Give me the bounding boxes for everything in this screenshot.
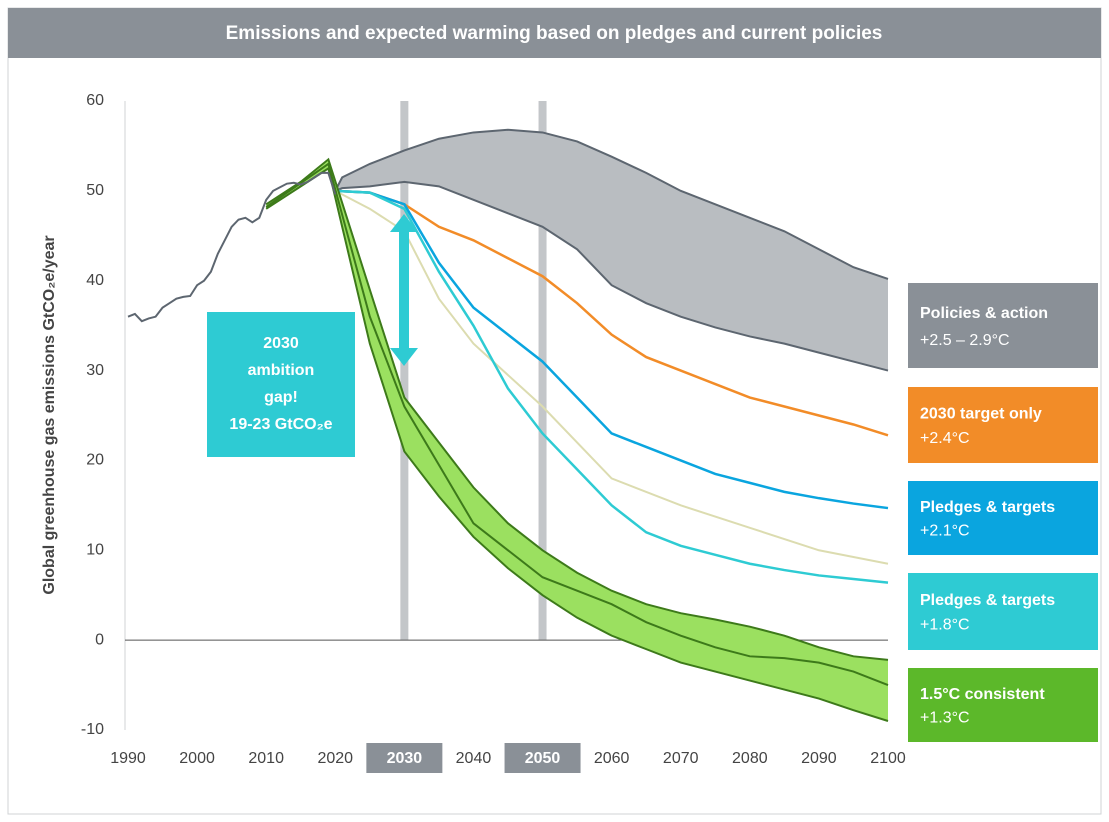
legend-box [908,573,1098,650]
line [334,189,889,565]
legend-warming: +2.5 – 2.9°C [920,332,1010,349]
legend-warming: +1.8°C [920,617,970,634]
highlight-bar [538,101,547,641]
y-tick-label: 60 [86,92,104,109]
line [265,162,889,687]
legend-box [908,481,1098,555]
line [335,189,889,510]
y-tick-label: 50 [86,182,104,199]
band-lower [265,166,889,722]
y-tick-label: 0 [95,631,104,648]
highlight-bar [400,101,409,641]
chart-title: Emissions and expected warming based on … [226,23,883,44]
annotation-line: 2030 [263,335,299,352]
y-tick-label: 30 [86,362,104,379]
x-tick-label: 2040 [456,750,492,767]
legend-name: 1.5°C consistent [920,686,1045,703]
band-fill [335,129,889,371]
x-tick-label: 2090 [801,750,837,767]
x-tick-label: 2070 [663,750,699,767]
legend-box [908,387,1098,463]
legend-warming: +2.1°C [920,523,970,540]
y-tick-label: -10 [81,721,104,738]
gap-arrow [390,214,418,366]
y-tick-label: 40 [86,272,104,289]
annotation: 2030 ambition gap! 19-23 GtCO₂e [229,335,332,433]
x-tick-label: 2100 [870,750,906,767]
band-lower [334,180,889,372]
x-tick-label: 2030 [387,750,423,767]
band-upper [334,128,889,280]
legend-name: Policies & action [920,305,1048,322]
x-tick-label: 2050 [525,750,561,767]
legend: Policies & action +2.5 – 2.9°C 2030 target… [908,283,1098,742]
band-upper [265,157,889,661]
x-tick-highlight [504,743,581,773]
line [127,171,337,323]
y-tick-label: 10 [86,542,104,559]
legend-box [908,668,1098,742]
line [335,189,889,437]
legend-name: Pledges & targets [920,592,1055,609]
annotation-line: gap! [264,389,298,406]
line [335,189,889,584]
x-tick-label: 2060 [594,750,630,767]
x-tick-label: 2020 [317,750,353,767]
legend-warming: +2.4°C [920,430,970,447]
y-tick-label: 20 [86,452,104,469]
x-tick-highlight [366,743,443,773]
y-axis-label: Global greenhouse gas emissions GtCO₂e/y… [41,235,58,594]
x-tick-label: 2010 [248,750,284,767]
legend-name: Pledges & targets [920,499,1055,516]
x-tick-label: 2080 [732,750,768,767]
title-bar [8,8,1101,58]
legend-box [908,283,1098,368]
x-tick-label: 1990 [110,750,146,767]
annotation-box [207,312,355,457]
legend-name: 2030 target only [920,406,1042,423]
annotation-line: ambition [248,362,315,379]
x-tick-label: 2000 [179,750,215,767]
legend-warming: +1.3°C [920,710,970,727]
annotation-line: 19-23 GtCO₂e [229,416,332,433]
